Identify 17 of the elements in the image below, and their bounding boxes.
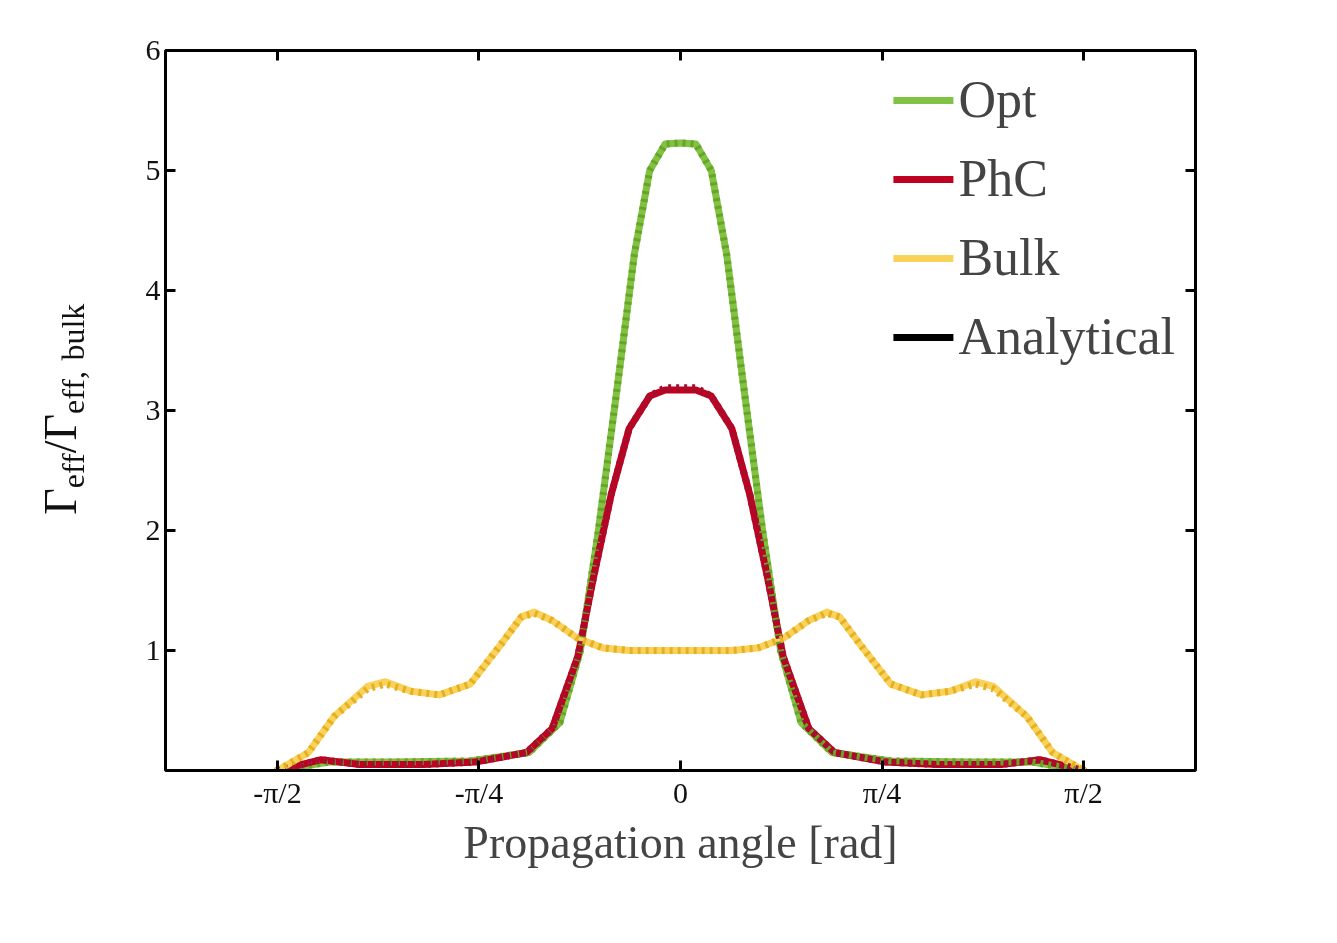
x-tick-label: -π/4 <box>454 775 504 809</box>
y-tick-label: 6 <box>145 33 161 66</box>
y-tick-label: 4 <box>145 273 161 306</box>
x-tick-label: π/2 <box>1064 775 1103 809</box>
x-tick-label: -π/2 <box>253 775 302 809</box>
x-axis-title: Propagation angle [rad] <box>463 816 898 868</box>
legend-label: Analytical <box>958 307 1175 366</box>
y-axis-title: Γeff/Γeff, bulk <box>35 303 91 515</box>
y-tick-label: 5 <box>145 153 161 186</box>
x-tick-label: π/4 <box>862 775 902 809</box>
legend-label: Opt <box>958 70 1037 129</box>
legend-label: PhC <box>958 149 1049 208</box>
legend-label: Bulk <box>958 228 1060 287</box>
y-tick-label: 1 <box>145 633 161 666</box>
x-tick-label: 0 <box>673 775 688 809</box>
y-tick-label: 3 <box>145 393 161 426</box>
y-tick-label: 2 <box>145 513 161 546</box>
